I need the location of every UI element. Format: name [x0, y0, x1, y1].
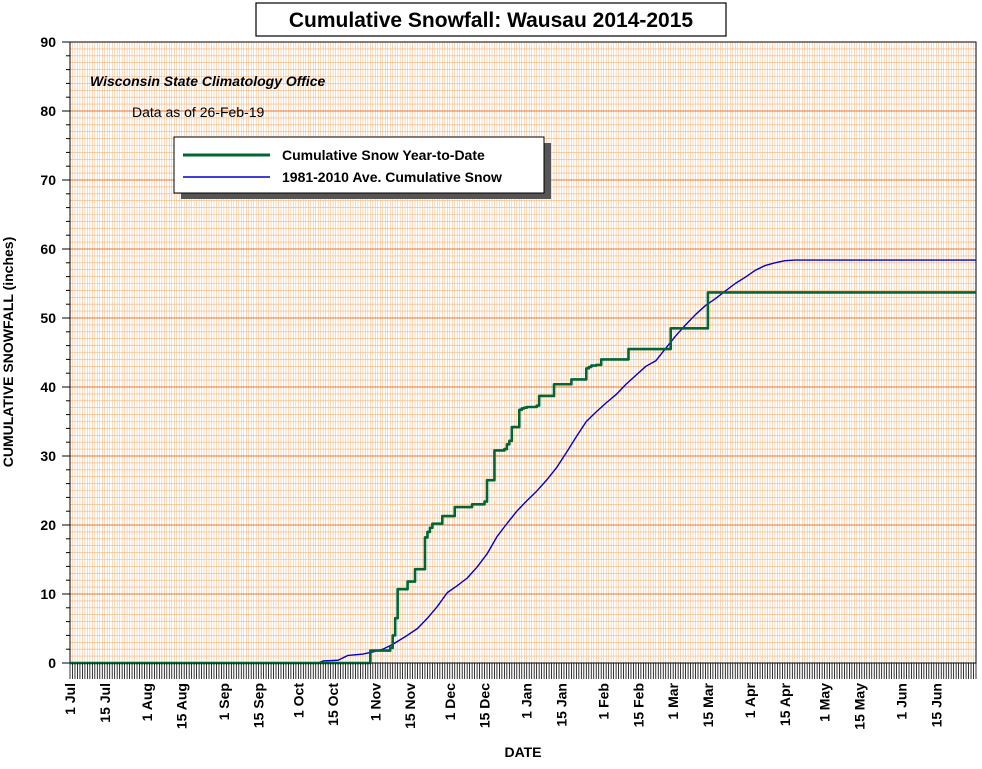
- series-line-ytd: [70, 291, 976, 665]
- legend-label-normal: 1981-2010 Ave. Cumulative Snow: [282, 169, 502, 185]
- x-tick-label: 15 Mar: [700, 682, 716, 727]
- x-tick-label: 15 Apr: [777, 682, 793, 726]
- x-tick-label: 15 Jan: [553, 683, 569, 727]
- x-tick-label: 15 Nov: [402, 683, 418, 729]
- series-layer: [70, 259, 976, 665]
- y-tick-label: 70: [40, 172, 56, 188]
- x-tick-label: 1 Sep: [216, 683, 232, 720]
- x-tick-label: 1 May: [817, 683, 833, 722]
- x-tick-label: 15 Feb: [630, 683, 646, 727]
- y-tick-label: 90: [40, 34, 56, 50]
- y-axis: 0 10 20 30 40 50 60 70 80 90: [40, 34, 70, 671]
- x-tick-label: 15 Jun: [928, 683, 944, 727]
- title-box: [255, 2, 727, 37]
- source-label: Wisconsin State Climatology Office: [90, 73, 326, 89]
- x-axis: 1 Jul 15 Jul 1 Aug 15 Aug 1 Sep 15 Sep 1 Oct 15…: [62, 663, 977, 730]
- y-tick-label: 10: [40, 586, 56, 602]
- y-tick-label: 0: [48, 655, 56, 671]
- plot-frame: [69, 41, 977, 664]
- legend-label-ytd: Cumulative Snow Year-to-Date: [282, 147, 485, 163]
- x-tick-label: 15 Aug: [174, 683, 190, 729]
- minor-grid: [70, 42, 976, 663]
- x-tick-label: 15 Dec: [477, 683, 493, 728]
- legend-box: [173, 136, 545, 194]
- x-tick-label: 15 Sep: [251, 683, 267, 728]
- y-tick-label: 30: [40, 448, 56, 464]
- x-tick-label: 1 Jan: [519, 683, 535, 719]
- y-tick-label: 40: [40, 379, 56, 395]
- as-of-label: Data as of 26-Feb-19: [132, 104, 265, 120]
- y-tick-label: 50: [40, 310, 56, 326]
- series-line-normal: [70, 259, 976, 664]
- x-tick-label: 1 Apr: [742, 682, 758, 718]
- x-tick-label: 1 Oct: [290, 683, 306, 718]
- x-tick-label: 1 Aug: [139, 683, 155, 721]
- x-tick-label: 1 Jul: [62, 683, 78, 715]
- chart-title: Cumulative Snowfall: Wausau 2014-2015: [289, 9, 694, 32]
- x-axis-title: DATE: [504, 744, 541, 760]
- y-tick-label: 20: [40, 517, 56, 533]
- y-tick-label: 80: [40, 103, 56, 119]
- x-tick-label: 1 Dec: [442, 683, 458, 721]
- x-tick-label: 15 Jul: [97, 683, 113, 723]
- x-tick-label: 15 May: [851, 683, 867, 730]
- x-tick-label: 15 Oct: [325, 683, 341, 726]
- x-tick-label: 1 Nov: [367, 683, 383, 721]
- x-tick-label: 1 Mar: [665, 682, 681, 719]
- y-tick-label: 60: [40, 241, 56, 257]
- legend: Cumulative Snow Year-to-Date 1981-2010 A…: [173, 136, 551, 199]
- y-axis-title: CUMULATIVE SNOWFALL (inches): [0, 237, 16, 467]
- x-tick-label: 1 Jun: [894, 683, 910, 720]
- x-tick-label: 1 Feb: [596, 683, 612, 720]
